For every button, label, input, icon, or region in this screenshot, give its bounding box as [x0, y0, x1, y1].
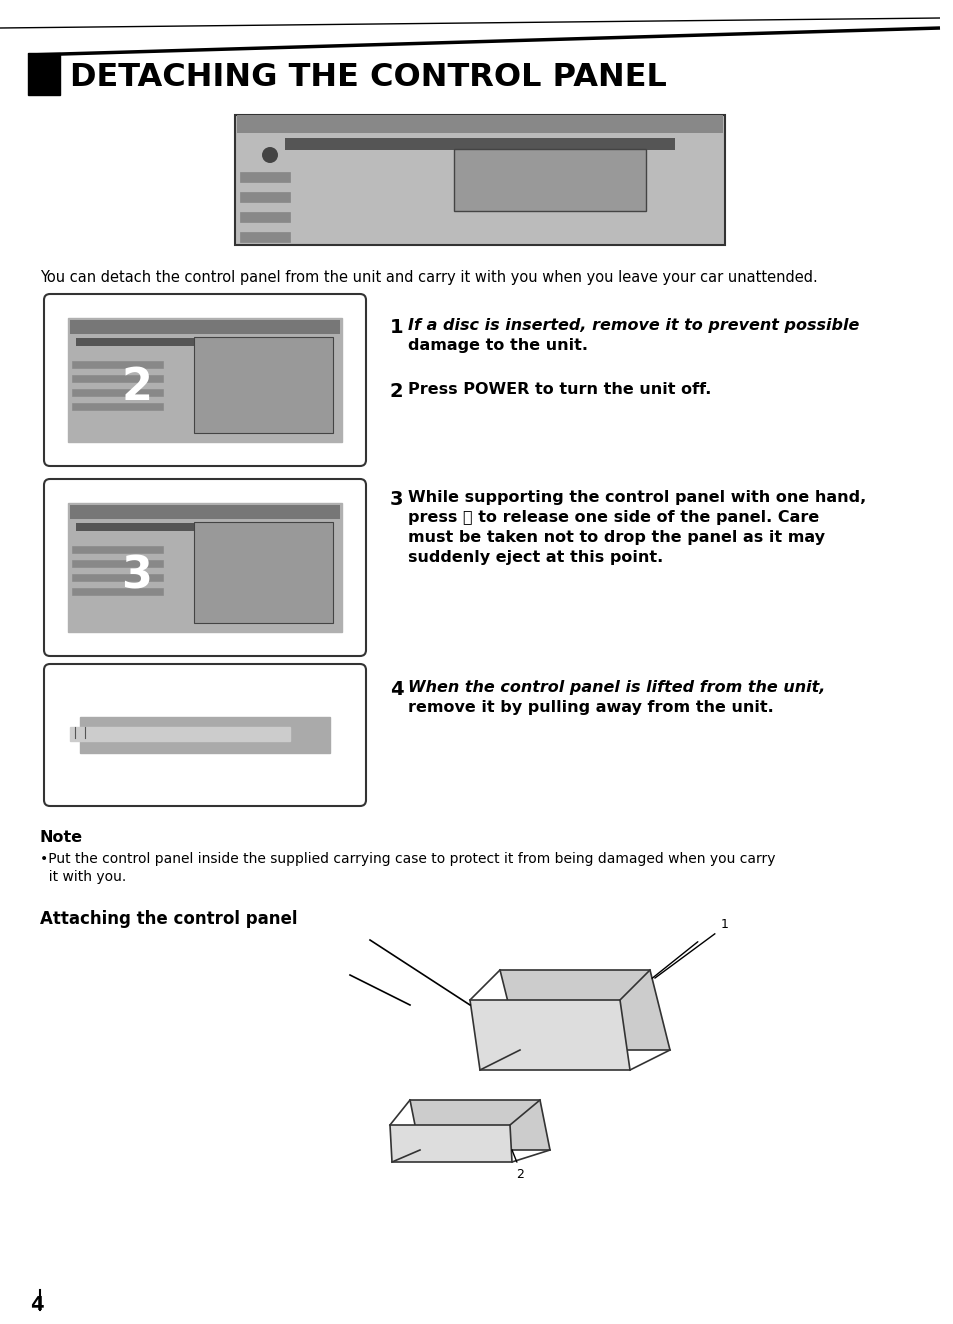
Text: 3: 3 [121, 555, 152, 597]
Circle shape [712, 914, 737, 937]
Circle shape [507, 1162, 532, 1188]
Bar [71, 402, 163, 410]
Polygon shape [410, 1100, 550, 1151]
Circle shape [262, 147, 277, 163]
Bar [28, 53, 60, 95]
Text: 2: 2 [121, 367, 152, 409]
Bar [71, 560, 163, 567]
Bar [76, 338, 334, 346]
Text: damage to the unit.: damage to the unit. [408, 338, 587, 354]
Text: 1: 1 [390, 318, 403, 338]
Text: Note: Note [40, 830, 83, 845]
Text: Press POWER to turn the unit off.: Press POWER to turn the unit off. [408, 383, 711, 397]
Text: Attaching the control panel: Attaching the control panel [40, 910, 297, 928]
Text: press ⓑ to release one side of the panel. Care: press ⓑ to release one side of the panel… [408, 510, 819, 526]
Text: DETACHING THE CONTROL PANEL: DETACHING THE CONTROL PANEL [70, 62, 666, 94]
Bar [236, 115, 722, 132]
FancyBboxPatch shape [454, 150, 645, 211]
Text: remove it by pulling away from the unit.: remove it by pulling away from the unit. [408, 700, 773, 715]
Text: 2: 2 [390, 383, 403, 401]
Text: While supporting the control panel with one hand,: While supporting the control panel with … [408, 490, 865, 504]
Text: When the control panel is lifted from the unit,: When the control panel is lifted from th… [408, 681, 824, 695]
Text: it with you.: it with you. [40, 870, 126, 884]
Bar [240, 172, 290, 181]
Text: •Put the control panel inside the supplied carrying case to protect it from bein: •Put the control panel inside the suppli… [40, 853, 775, 866]
Text: must be taken not to drop the panel as it may: must be taken not to drop the panel as i… [408, 530, 824, 545]
Bar [240, 192, 290, 203]
Text: 2: 2 [516, 1169, 523, 1181]
Bar [70, 320, 339, 334]
Bar [70, 727, 290, 741]
Polygon shape [499, 970, 669, 1050]
Bar [240, 232, 290, 242]
Bar [76, 523, 334, 531]
Bar [71, 545, 163, 553]
FancyBboxPatch shape [193, 522, 333, 624]
Bar [240, 212, 290, 222]
Bar [71, 389, 163, 396]
Text: You can detach the control panel from the unit and carry it with you when you le: You can detach the control panel from th… [40, 270, 817, 285]
Polygon shape [470, 1000, 629, 1070]
FancyBboxPatch shape [234, 115, 724, 245]
Text: suddenly eject at this point.: suddenly eject at this point. [408, 549, 662, 565]
FancyBboxPatch shape [44, 294, 366, 466]
Text: 1: 1 [720, 919, 728, 932]
Bar [71, 588, 163, 594]
Bar [68, 318, 341, 442]
Bar [70, 504, 339, 519]
Bar [71, 375, 163, 383]
Bar [71, 575, 163, 581]
Text: 4: 4 [30, 1295, 44, 1313]
Polygon shape [390, 1125, 512, 1162]
Text: If a disc is inserted, remove it to prevent possible: If a disc is inserted, remove it to prev… [408, 318, 859, 334]
Bar [80, 718, 330, 753]
Text: 3: 3 [390, 490, 403, 508]
Bar [285, 138, 675, 150]
FancyBboxPatch shape [44, 665, 366, 806]
Bar [68, 503, 341, 632]
Text: 4: 4 [390, 681, 403, 699]
FancyBboxPatch shape [193, 338, 333, 433]
FancyBboxPatch shape [44, 479, 366, 655]
Bar [71, 361, 163, 368]
